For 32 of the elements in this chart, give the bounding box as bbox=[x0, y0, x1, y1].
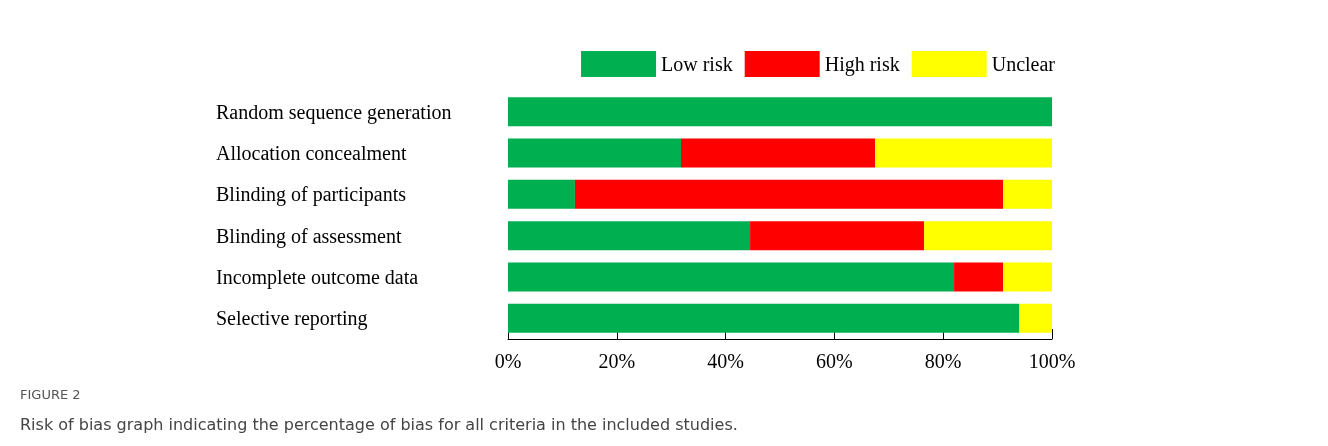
bar bbox=[750, 221, 925, 251]
x-tick-label: 60% bbox=[816, 350, 853, 372]
text: Risk of bias graph indicating the percentage of bias for all criteria in the included studies. bbox=[20, 414, 738, 434]
bar bbox=[508, 97, 1052, 127]
legend-label: High risk bbox=[824, 53, 900, 76]
x-tick-label: 0% bbox=[494, 350, 522, 372]
caption: FIGURE 2 bbox=[20, 387, 81, 402]
bar bbox=[1019, 303, 1052, 333]
bar bbox=[508, 179, 575, 209]
bar bbox=[954, 262, 1004, 292]
bar bbox=[875, 138, 1052, 168]
x-tick-label: 100% bbox=[1028, 350, 1076, 372]
y-tick-label: Blinding of participants bbox=[216, 183, 407, 207]
bar bbox=[1003, 179, 1052, 209]
bar bbox=[574, 179, 1004, 209]
bar bbox=[1003, 262, 1052, 292]
bar bbox=[680, 138, 876, 168]
y-tick-label: Random sequence generation bbox=[216, 100, 452, 124]
bar bbox=[924, 221, 1052, 251]
bar bbox=[508, 138, 681, 168]
y-tick-label: Blinding of assessment bbox=[216, 224, 402, 248]
x-tick-label: 80% bbox=[924, 350, 962, 372]
y-tick-label: Allocation concealment bbox=[216, 142, 407, 164]
bar bbox=[508, 303, 1020, 333]
y-tick-label: Incomplete outcome data bbox=[216, 266, 419, 289]
x-tick-label: 40% bbox=[707, 350, 744, 372]
y-tick-label: Selective reporting bbox=[216, 307, 368, 331]
x-tick-label: 20% bbox=[598, 350, 636, 372]
bar bbox=[508, 262, 955, 292]
legend-label: Low risk bbox=[661, 53, 733, 75]
legend-label: Unclear bbox=[991, 53, 1056, 75]
bar bbox=[508, 221, 751, 251]
